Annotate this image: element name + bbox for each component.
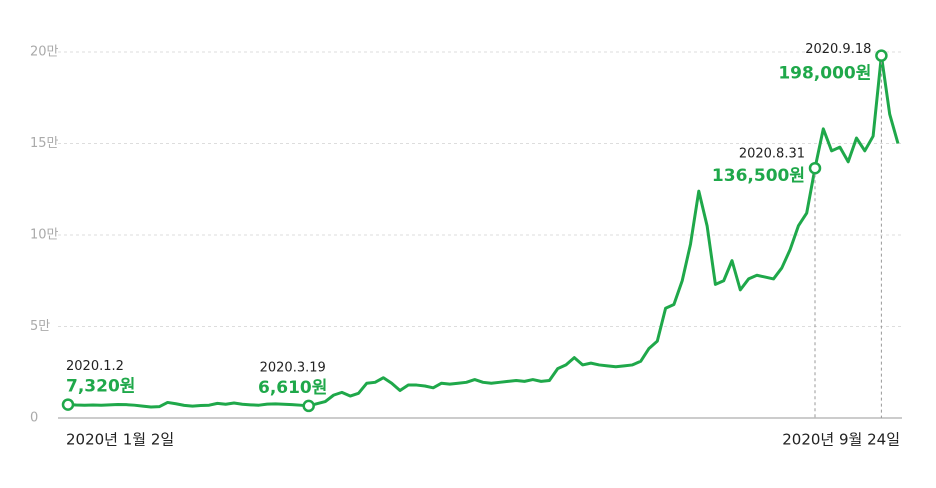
y-tick-label: 0 [30,411,38,426]
y-tick-label: 10만 [30,228,59,243]
point-price: 136,500원 [712,166,805,186]
y-tick-label: 15만 [30,136,59,151]
point-price: 198,000원 [778,64,871,84]
point-date: 2020.1.2 [66,359,124,374]
x-tick-label: 2020년 1월 2일 [66,431,174,449]
point-marker [808,161,822,175]
point-date: 2020.8.31 [739,147,805,162]
y-tick-label: 5만 [30,319,50,334]
x-tick-label: 2020년 9월 24일 [782,431,900,449]
point-price: 6,610원 [258,378,327,398]
price-line [67,54,900,409]
point-date: 2020.9.18 [805,42,871,57]
point-price: 7,320원 [66,377,135,397]
point-marker [302,399,315,413]
point-marker [875,49,888,62]
point-date: 2020.3.19 [260,360,326,375]
y-tick-label: 20만 [30,45,59,60]
point-marker [61,398,75,411]
